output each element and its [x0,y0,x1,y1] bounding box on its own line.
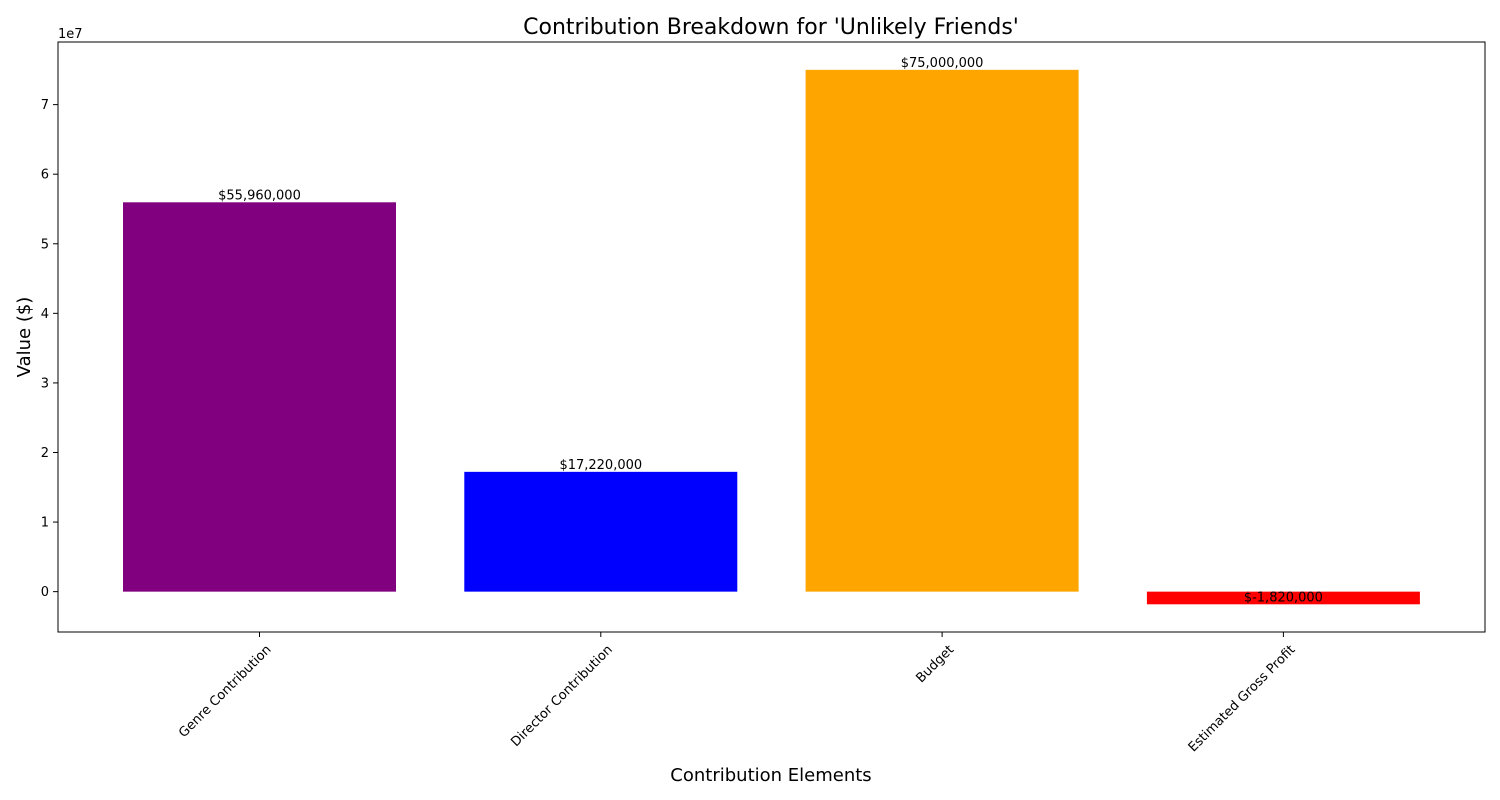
x-tick-label: Estimated Gross Profit [1186,642,1299,755]
bars-layer [123,69,1420,605]
data-label: $-1,820,000 [1244,591,1323,606]
y-tick-label: 0 [41,585,49,600]
plot-frame [57,41,1486,633]
y-ticks: 0 1 2 3 4 5 6 7 [41,98,58,600]
x-ticks: Genre Contribution Director Contribution B… [176,632,1298,755]
bar-estimated-gross-profit [1146,591,1420,605]
data-labels: $55,960,000 $17,220,000 $75,000,000 $-1,820… [218,56,1323,606]
y-tick-label: 6 [41,168,49,183]
data-label: $55,960,000 [218,188,301,203]
bar-budget [805,69,1079,592]
y-tick-label: 3 [41,376,49,391]
data-label: $17,220,000 [559,458,642,473]
y-axis-offset-label: 1e7 [58,27,83,42]
x-axis-label: Contribution Elements [670,765,871,786]
y-tick-label: 1 [41,516,49,531]
bar-director-contribution [464,471,738,592]
y-tick-label: 2 [41,446,49,461]
x-tick-label: Director Contribution [508,642,616,750]
x-tick-label: Budget [913,642,957,686]
y-tick-label: 5 [41,237,49,252]
chart-title: Contribution Breakdown for 'Unlikely Fri… [523,15,1019,40]
y-tick-label: 4 [41,307,49,322]
x-tick-label: Genre Contribution [176,642,274,740]
bar-genre-contribution [123,202,396,592]
y-tick-label: 7 [41,98,49,113]
data-label: $75,000,000 [901,56,984,71]
y-axis-label: Value ($) [14,297,35,378]
